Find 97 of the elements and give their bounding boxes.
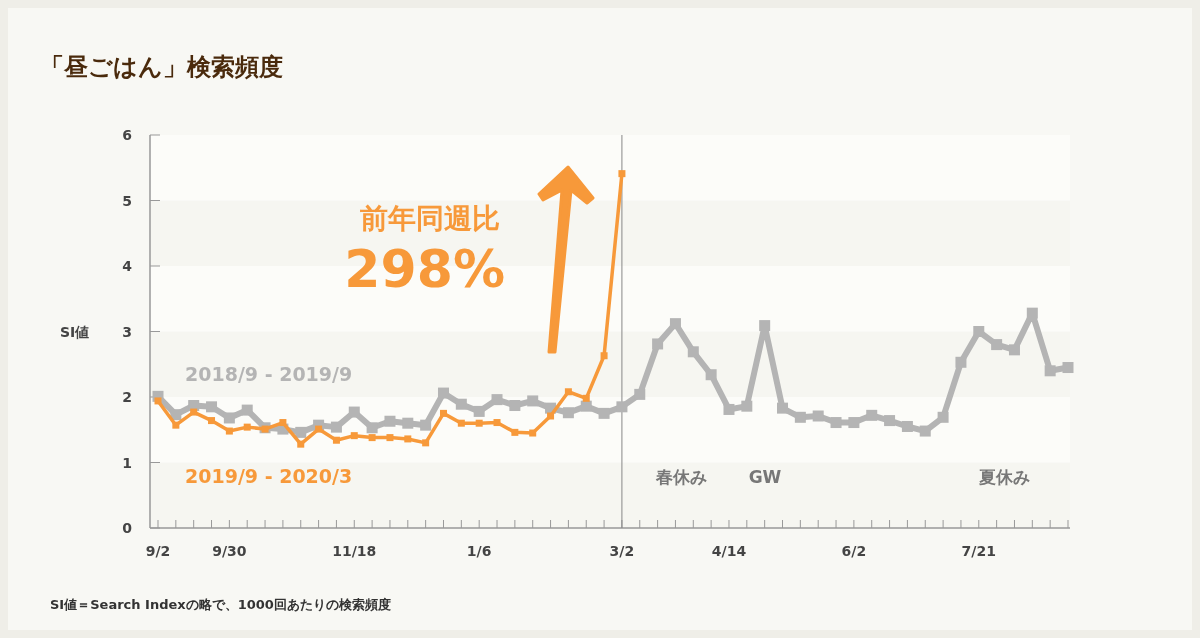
point: [634, 388, 646, 400]
point: [884, 415, 896, 427]
annotation: 前年同週比: [359, 202, 500, 235]
point: [457, 419, 465, 427]
point: [420, 419, 432, 431]
point: [527, 395, 539, 407]
point: [991, 339, 1003, 351]
point: [439, 409, 447, 417]
x-tick-label: 11/18: [332, 543, 377, 559]
x-tick-label: 7/21: [961, 543, 996, 559]
point: [812, 410, 824, 422]
point: [618, 170, 626, 178]
y-tick-label: 0: [122, 520, 133, 536]
point: [741, 400, 753, 412]
point: [723, 403, 735, 415]
point: [225, 427, 233, 435]
point: [368, 434, 376, 442]
point: [955, 356, 967, 368]
point: [973, 326, 985, 337]
point: [848, 417, 860, 429]
annotation: 夏休み: [977, 467, 1030, 487]
point: [279, 419, 287, 427]
point: [937, 411, 949, 423]
point: [919, 425, 931, 437]
point: [366, 422, 378, 434]
point: [386, 434, 394, 442]
point: [580, 400, 592, 412]
y-tick-label: 5: [122, 192, 132, 209]
point: [172, 421, 180, 429]
point: [190, 408, 198, 416]
annotation: GW: [748, 467, 782, 487]
y-axis-title: SI値: [60, 324, 90, 340]
point: [493, 419, 501, 427]
y-tick-label: 2: [122, 389, 132, 405]
point: [154, 397, 162, 405]
point: [600, 352, 608, 360]
point: [332, 436, 340, 444]
y-tick-label: 3: [122, 323, 132, 340]
point: [437, 387, 449, 399]
point: [350, 432, 358, 440]
x-tick-label: 1/6: [466, 543, 492, 559]
point: [1044, 365, 1056, 377]
point: [404, 435, 412, 443]
x-tick-label: 4/14: [711, 543, 747, 559]
point: [777, 402, 789, 414]
x-tick-label: 3/2: [609, 543, 635, 559]
annotation: 春休み: [654, 467, 707, 487]
y-tick-label: 4: [122, 258, 133, 274]
point: [529, 429, 537, 437]
series-label: 2018/9 - 2019/9: [185, 363, 353, 385]
point: [348, 406, 360, 418]
point: [208, 417, 216, 425]
point: [511, 428, 519, 436]
point: [384, 415, 396, 427]
point: [794, 411, 806, 423]
point: [652, 338, 664, 350]
point: [206, 401, 218, 413]
point: [473, 405, 485, 417]
point: [402, 417, 414, 429]
point: [223, 412, 235, 424]
point: [422, 439, 430, 447]
point: [687, 346, 699, 358]
point: [616, 401, 628, 413]
point: [598, 407, 610, 419]
y-tick-label: 1: [122, 454, 132, 471]
text: SI値＝Search Indexの略で、1000回あたりの検索頻度: [50, 597, 391, 612]
point: [475, 419, 483, 427]
y-tick-label: 6: [122, 127, 132, 143]
point: [170, 409, 182, 421]
annotation: 298%: [344, 239, 505, 299]
point: [564, 388, 572, 396]
point: [759, 320, 771, 332]
series-label: 2019/9 - 2020/3: [185, 465, 353, 487]
point: [1062, 362, 1074, 374]
point: [455, 398, 467, 410]
point: [330, 421, 342, 433]
point: [582, 394, 590, 402]
point: [297, 440, 305, 448]
point: [562, 407, 574, 419]
x-tick-label: 9/30: [212, 543, 247, 559]
point: [669, 318, 681, 330]
point: [315, 425, 323, 433]
point: [1008, 344, 1020, 356]
point: [243, 423, 251, 431]
x-tick-label: 6/2: [841, 543, 867, 559]
point: [491, 394, 503, 406]
point: [241, 404, 253, 416]
point: [509, 400, 521, 412]
point: [705, 369, 717, 381]
point: [830, 417, 842, 429]
point: [1026, 307, 1038, 319]
point: [901, 420, 913, 432]
chart-title: 「昼ごはん」検索頻度: [40, 53, 283, 81]
x-tick-label: 9/2: [145, 543, 171, 559]
point: [866, 409, 878, 421]
point: [547, 412, 555, 420]
point: [295, 426, 307, 438]
